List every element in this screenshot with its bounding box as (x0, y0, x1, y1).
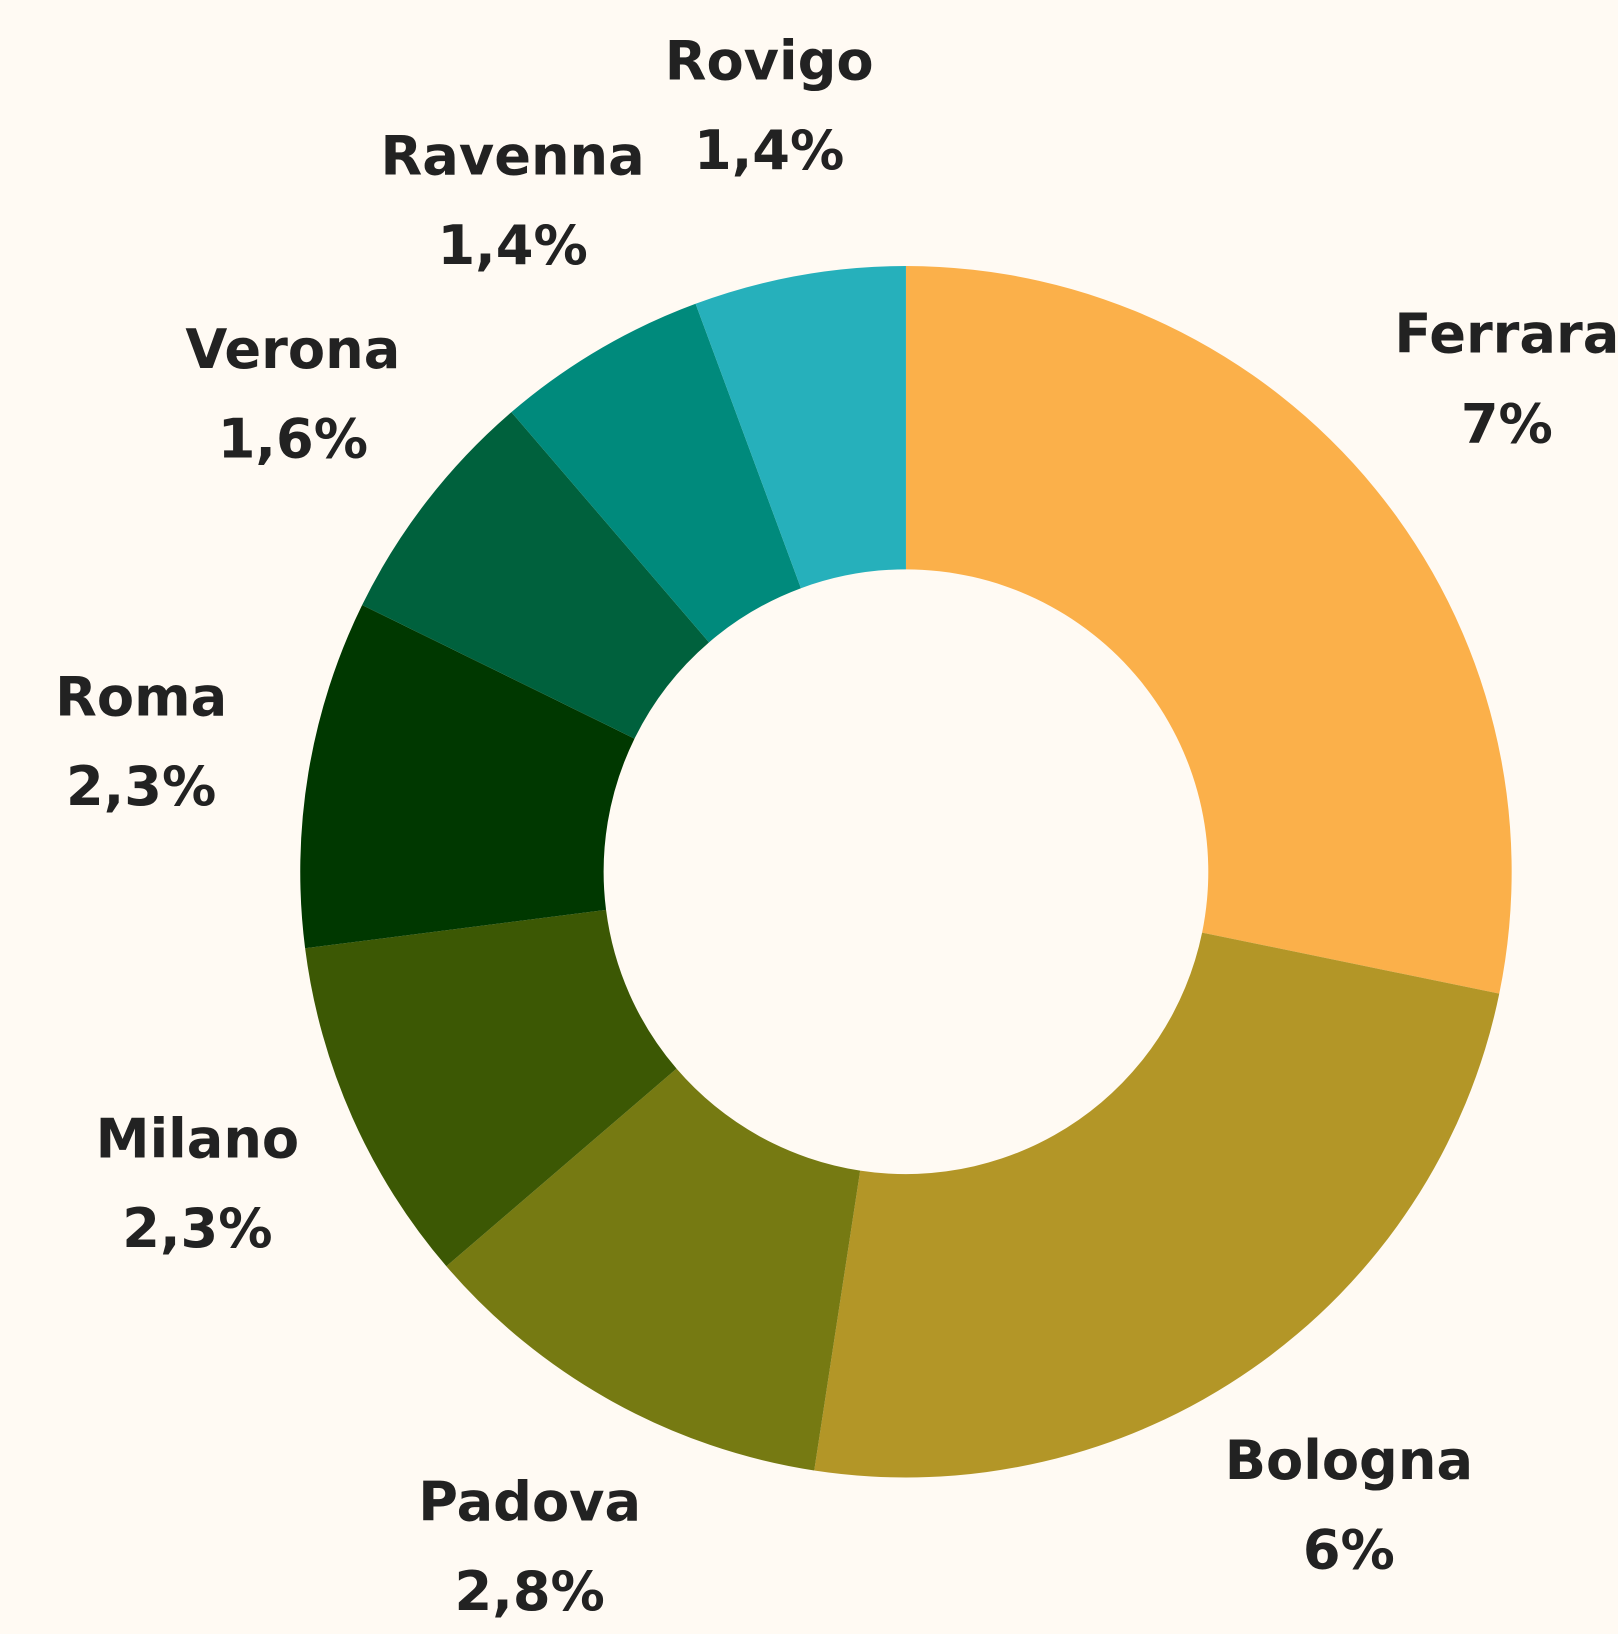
slice-label: Milano (96, 1107, 300, 1170)
slice-value-label: 2,3% (122, 1197, 272, 1260)
slice-label: Rovigo (665, 29, 874, 92)
slice-value-label: 7% (1461, 392, 1553, 455)
slice-label: Roma (55, 665, 227, 728)
slice-value-label: 2,3% (66, 755, 216, 818)
slice-value-label: 1,4% (437, 214, 587, 277)
slice-label: Ravenna (381, 124, 645, 187)
slice-label: Padova (418, 1470, 641, 1533)
donut-slice (446, 1068, 861, 1471)
donut-slice (362, 412, 710, 739)
donut-slice (695, 266, 906, 589)
donut-slice (300, 604, 635, 949)
donut-slice (814, 932, 1500, 1478)
slice-value-label: 2,8% (455, 1560, 605, 1623)
slice-label: Verona (185, 318, 400, 381)
slice-label: Ferrara (1394, 303, 1618, 366)
donut-slice (305, 909, 677, 1267)
donut-slice (511, 303, 801, 643)
slice-label: Bologna (1225, 1429, 1473, 1492)
slice-value-label: 6% (1303, 1519, 1395, 1582)
donut-slice (905, 266, 1512, 994)
slice-value-label: 1,6% (218, 408, 368, 471)
slice-value-label: 1,4% (694, 119, 844, 182)
